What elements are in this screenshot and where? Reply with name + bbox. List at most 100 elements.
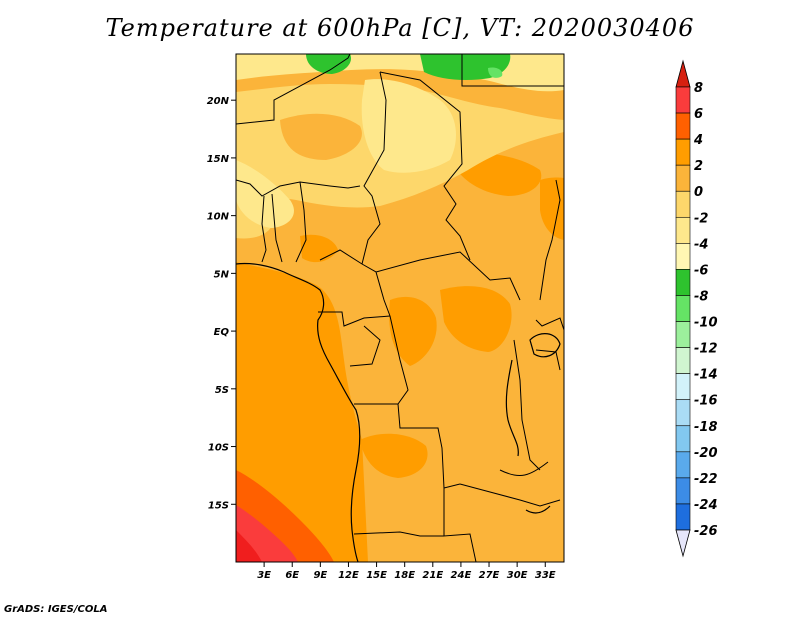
- boundary-segment: [236, 179, 361, 197]
- field-band-minus6-minus4-b: [420, 54, 511, 80]
- colorbar-level-label: 0: [694, 185, 703, 200]
- boundary-segment: [535, 317, 564, 331]
- lat-axis: 20N 15N 10N 5N EQ 5S 10S 15S: [207, 96, 236, 511]
- boundary-segment: [271, 193, 283, 263]
- temperature-field: [236, 54, 564, 562]
- colorbar-swatch: [675, 243, 691, 270]
- field-band-2-4-east: [440, 286, 512, 352]
- lon-tick-label: 6E: [285, 570, 299, 581]
- colorbar-swatch: [675, 399, 691, 427]
- colorbar-level-label: -26: [694, 524, 718, 539]
- boundary-segment: [354, 315, 409, 405]
- boundary-segment: [499, 461, 549, 477]
- coastline-atlantic: [236, 262, 361, 562]
- colorbar-level-label: -16: [694, 394, 718, 409]
- lon-tick-label: 3E: [257, 570, 271, 581]
- lon-tick-label: 18E: [394, 570, 415, 581]
- colorbar-swatch: [675, 190, 691, 218]
- colorbar-swatch: [675, 86, 691, 114]
- lat-tick-label: 10N: [207, 212, 230, 223]
- colorbar-bottom-arrow: [675, 529, 691, 558]
- boundary-segment: [375, 251, 521, 301]
- field-band-0-2-blob: [280, 113, 362, 160]
- lon-tick-label: 30E: [507, 570, 528, 581]
- lat-tick-label: 10S: [208, 443, 229, 454]
- boundary-segment: [461, 54, 564, 87]
- field-band-above-8: [236, 530, 262, 562]
- lat-tick-label: 20N: [207, 96, 230, 107]
- colorbar-level-label: 4: [693, 133, 703, 148]
- boundary-segment: [459, 483, 561, 507]
- lon-tick-label: 21E: [422, 570, 443, 581]
- colorbar-swatch: [675, 425, 691, 453]
- lake-kariba: [525, 505, 551, 514]
- colorbar-level-label: -8: [694, 289, 708, 304]
- colorbar-level-label: 8: [694, 81, 703, 96]
- colorbar-swatch: [675, 373, 691, 401]
- lon-tick-label: 12E: [338, 570, 359, 581]
- lon-tick-label: 9E: [313, 570, 327, 581]
- lat-tick-label: EQ: [214, 327, 230, 338]
- colorbar-level-label: -12: [694, 342, 718, 357]
- colorbar-level-label: -20: [694, 446, 718, 461]
- colorbar-level-label: -22: [694, 472, 718, 487]
- boundary-segment: [318, 311, 391, 327]
- colorbar-swatch: [675, 216, 691, 244]
- colorbar-swatch: [675, 347, 691, 374]
- country-boundaries: [236, 54, 564, 562]
- colorbar-level-label: -2: [694, 211, 708, 226]
- colorbar-swatch: [675, 321, 691, 348]
- colorbar-swatch: [675, 138, 691, 166]
- boundary-segment: [539, 179, 561, 301]
- credit-label: GrADS: IGES/COLA: [4, 604, 108, 615]
- field-band-2-4-west: [236, 262, 368, 562]
- colorbar-swatch: [675, 112, 691, 140]
- lon-tick-label: 27E: [479, 570, 500, 581]
- lon-axis: 3E 6E 9E 12E 15E 18E 21E 24E 27E 30E 33E: [257, 562, 556, 581]
- colorbar-swatch: [675, 164, 691, 192]
- lat-tick-label: 5N: [214, 269, 230, 280]
- boundary-segment: [513, 339, 541, 471]
- field-band-minus8-minus6: [488, 67, 503, 78]
- lon-tick-label: 24E: [451, 570, 472, 581]
- boundary-segment: [295, 181, 307, 263]
- field-band-2-4-congo: [389, 296, 437, 366]
- colorbar-level-label: -18: [694, 420, 718, 435]
- boundary-segment: [236, 54, 351, 125]
- lake-victoria: [529, 333, 561, 358]
- lon-tick-label: 15E: [366, 570, 387, 581]
- colorbar-swatch: [675, 503, 691, 531]
- field-band-minus6-minus4-a: [306, 54, 352, 74]
- coastline: [236, 262, 561, 562]
- colorbar-swatch: [675, 269, 691, 296]
- field-band-minus4-minus2-chad: [361, 79, 456, 173]
- colorbar-level-label: -24: [694, 498, 718, 513]
- colorbar-level-label: -4: [694, 237, 708, 252]
- colorbar-swatch: [675, 451, 691, 479]
- boundary-segment: [319, 249, 391, 317]
- map-frame: [235, 53, 565, 563]
- colorbar-level-label: 6: [694, 107, 703, 122]
- boundary-segment: [397, 403, 461, 489]
- colorbar-level-label: -14: [694, 368, 718, 383]
- boundary-segment: [361, 71, 387, 265]
- lon-tick-label: 33E: [535, 570, 556, 581]
- colorbar-swatch: [675, 477, 691, 505]
- colorbar-level-label: 2: [694, 159, 703, 174]
- lake-tanganyika: [505, 359, 519, 457]
- colorbar-level-label: -6: [694, 263, 708, 278]
- boundary-segment: [353, 531, 444, 537]
- lat-tick-label: 5S: [215, 385, 229, 396]
- boundary-segment: [349, 325, 381, 367]
- colorbar: 8 6 4 2 0 -2 -4 -6 -8 -10 -12 -14 -16 -18 -20 -22 -24 -26: [675, 59, 718, 558]
- lat-tick-label: 15S: [208, 500, 229, 511]
- boundary-segment: [379, 71, 471, 261]
- lat-tick-label: 15N: [207, 154, 230, 165]
- field-band-2-4-ne: [540, 177, 564, 240]
- boundary-segment: [261, 195, 267, 263]
- boundary-segment: [443, 488, 477, 562]
- colorbar-level-label: -10: [694, 316, 718, 331]
- chart-title: Temperature at 600hPa [C], VT: 202003040…: [105, 14, 695, 42]
